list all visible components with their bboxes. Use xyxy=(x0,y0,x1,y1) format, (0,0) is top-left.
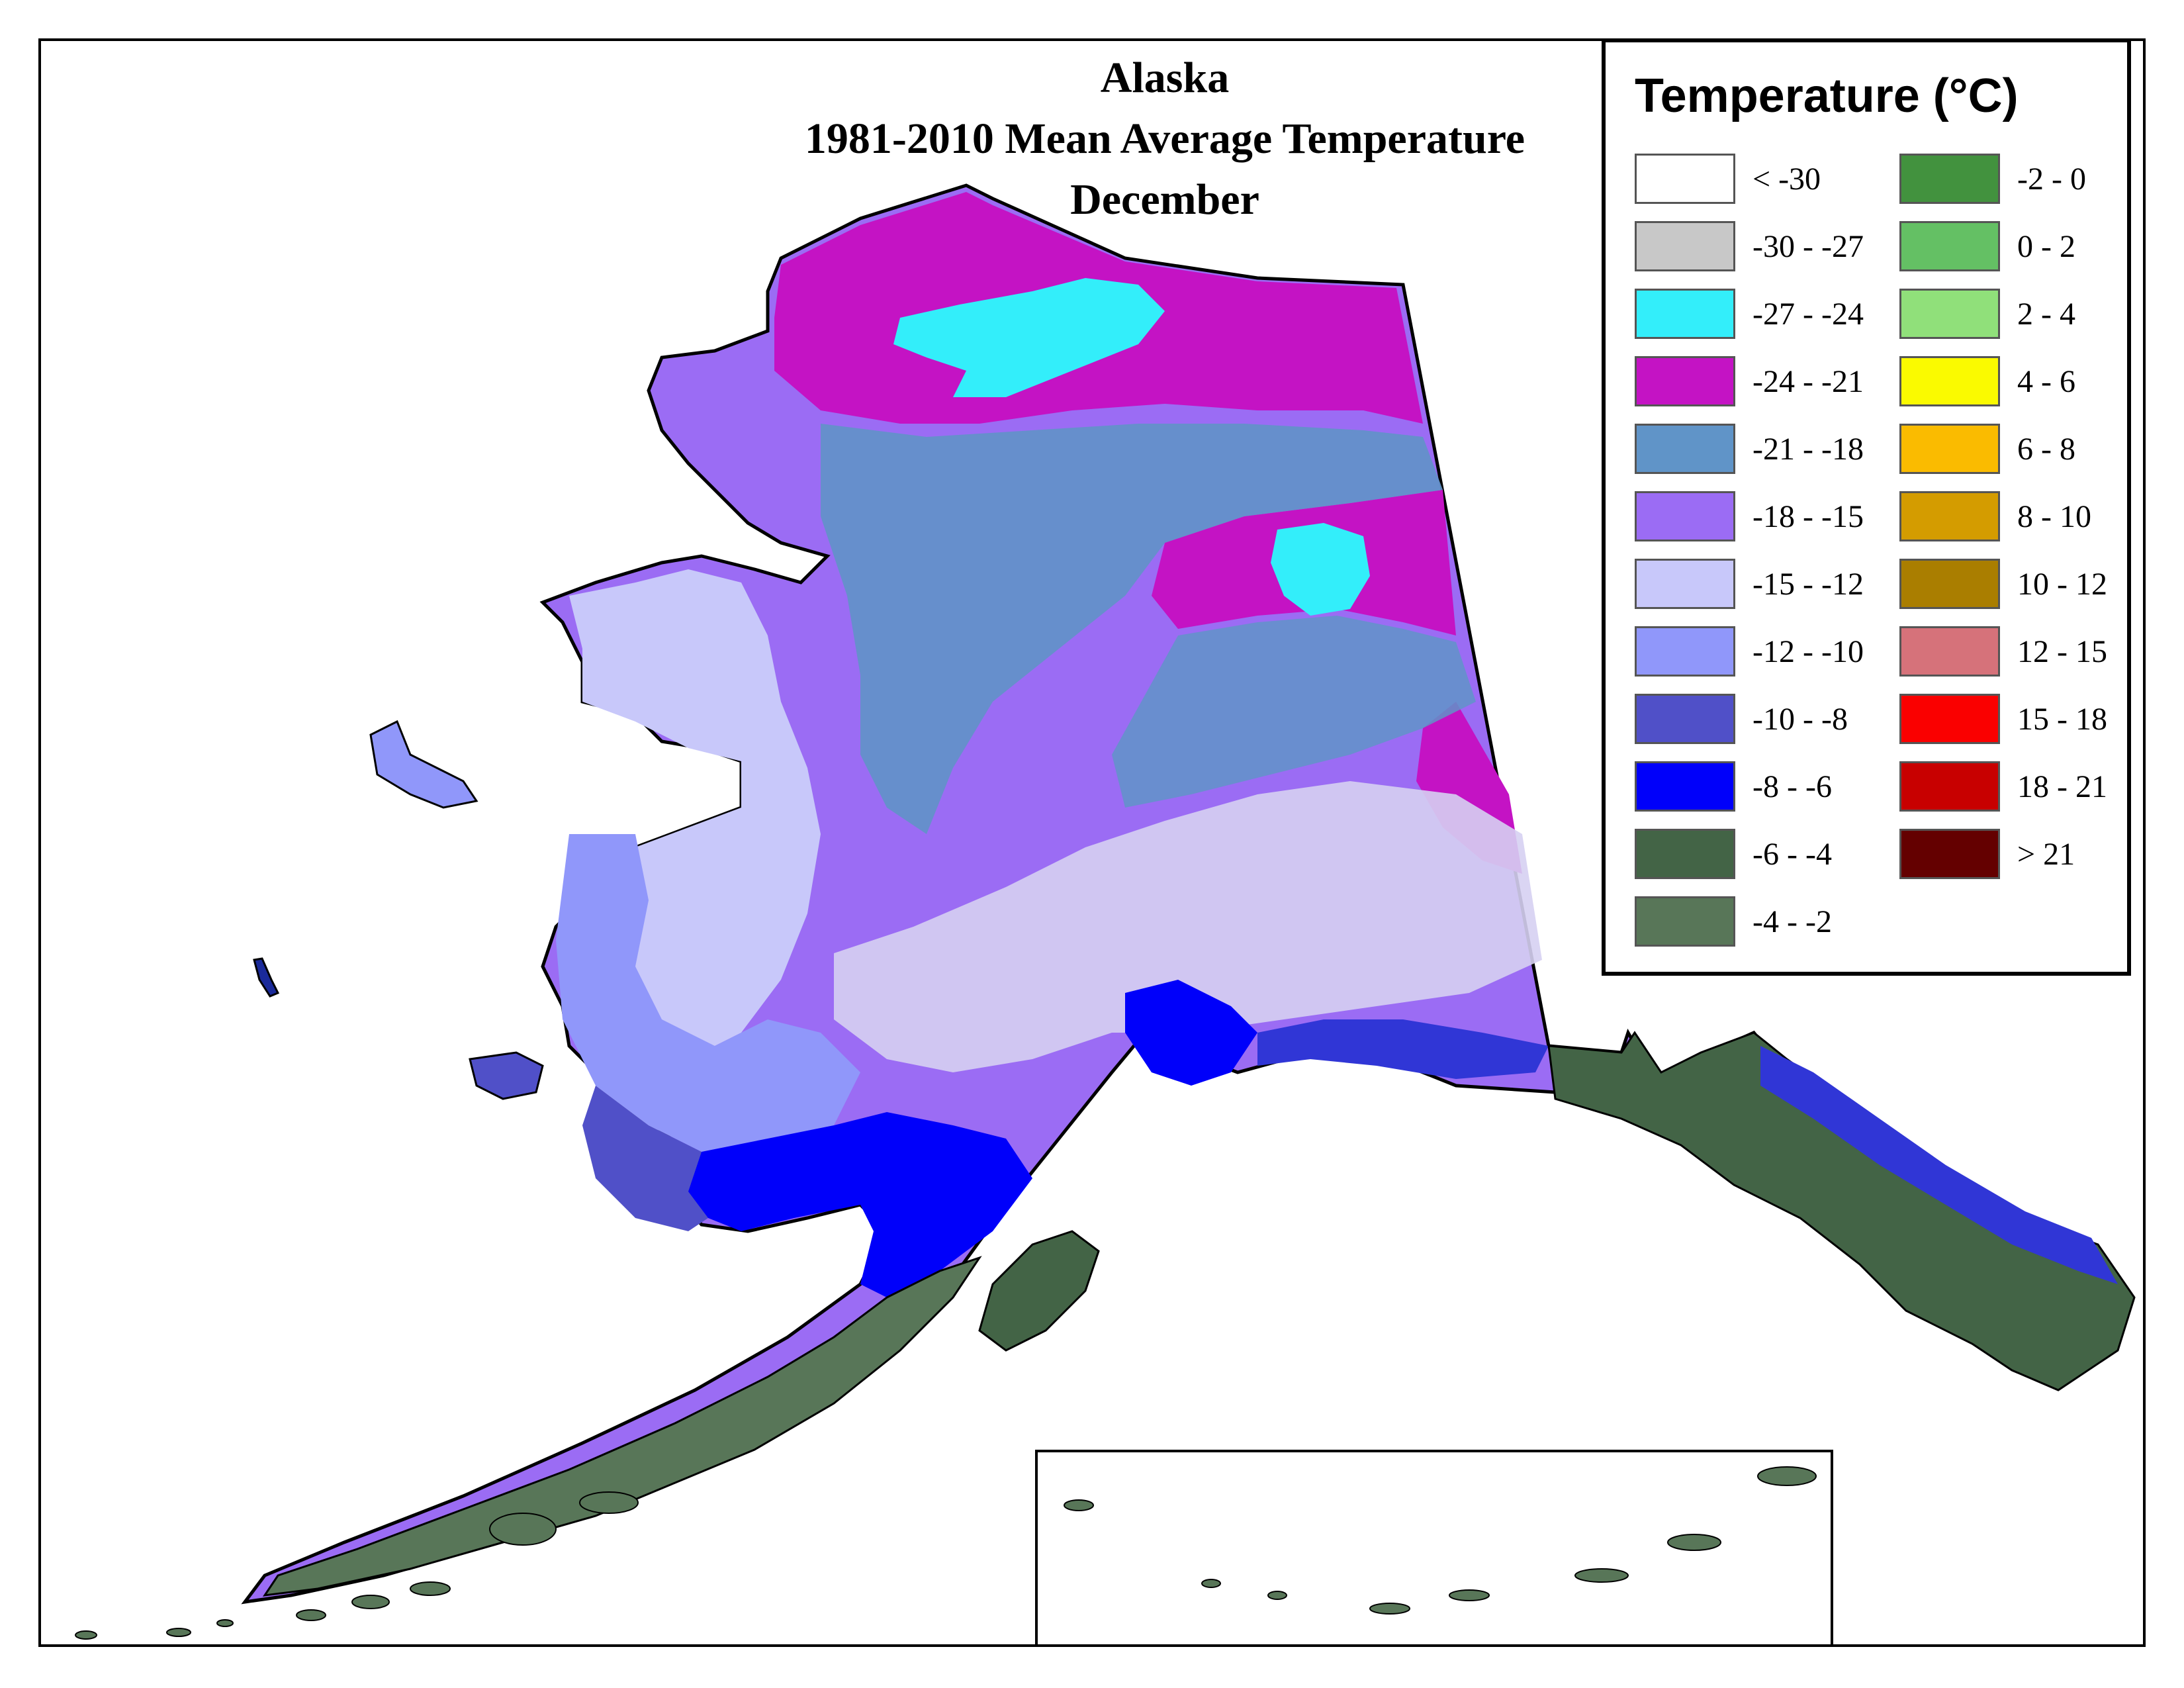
st-matthew-island xyxy=(253,957,280,998)
legend-label: > 21 xyxy=(2017,837,2075,872)
legend-swatch xyxy=(1635,356,1735,406)
legend-swatch xyxy=(1899,154,2000,204)
kenai-blue-region xyxy=(1125,980,1257,1086)
legend-swatch xyxy=(1635,424,1735,474)
nunivak-island xyxy=(469,1051,544,1100)
legend-swatch xyxy=(1899,289,2000,339)
legend-swatch xyxy=(1899,829,2000,879)
kodiak-island xyxy=(978,1230,1100,1352)
legend-label: -4 - -2 xyxy=(1752,904,1832,939)
legend-label: < -30 xyxy=(1752,162,1821,197)
legend-label: 0 - 2 xyxy=(2017,229,2075,264)
st-lawrence-island xyxy=(369,720,478,809)
legend-swatch xyxy=(1635,896,1735,947)
panhandle-blue-ridge xyxy=(1760,1046,2118,1284)
east-steel-region xyxy=(1112,616,1476,808)
legend-swatch xyxy=(1635,289,1735,339)
legend-swatch xyxy=(1635,694,1735,744)
legend-title: Temperature (°C) xyxy=(1635,70,2019,122)
legend-label: -2 - 0 xyxy=(2017,162,2086,197)
legend-swatch xyxy=(1899,559,2000,609)
alaska-range-region xyxy=(834,781,1542,1072)
legend-label: 15 - 18 xyxy=(2017,702,2107,737)
legend-label: -24 - -21 xyxy=(1752,364,1864,399)
legend-swatch xyxy=(1635,221,1735,271)
title-line-region: Alaska xyxy=(1100,54,1230,102)
north-cold-patch xyxy=(893,278,1165,397)
legend-swatch xyxy=(1635,559,1735,609)
legend-label: -27 - -24 xyxy=(1752,297,1864,332)
inset-islands xyxy=(1064,1466,1817,1615)
legend-label: 10 - 12 xyxy=(2017,567,2107,602)
legend-label: 6 - 8 xyxy=(2017,432,2075,467)
legend-label: -18 - -15 xyxy=(1752,499,1864,534)
legend-label: -15 - -12 xyxy=(1752,567,1864,602)
legend-swatch xyxy=(1635,626,1735,677)
aleutian-inset-frame xyxy=(1035,1450,1833,1647)
legend-swatch xyxy=(1899,424,2000,474)
legend-swatch xyxy=(1899,694,2000,744)
bristol-bay-region xyxy=(688,1112,1032,1297)
legend-label: -8 - -6 xyxy=(1752,769,1832,804)
southeast-panhandle xyxy=(1547,1031,2136,1391)
alaska-peninsula xyxy=(262,1256,982,1597)
map-title: Alaska 1981-2010 Mean Average Temperatur… xyxy=(635,48,1694,230)
legend-label: 12 - 15 xyxy=(2017,634,2107,669)
legend-label: -30 - -27 xyxy=(1752,229,1864,264)
title-line-month: December xyxy=(1070,175,1259,224)
legend-swatch xyxy=(1635,154,1735,204)
south-coast-blue xyxy=(1257,1019,1549,1079)
legend-swatch xyxy=(1635,761,1735,812)
legend-label: -21 - -18 xyxy=(1752,432,1864,467)
title-line-description: 1981-2010 Mean Average Temperature xyxy=(804,115,1525,163)
legend-label: 4 - 6 xyxy=(2017,364,2075,399)
legend-swatch xyxy=(1899,356,2000,406)
legend-label: -12 - -10 xyxy=(1752,634,1864,669)
aleutian-islands xyxy=(75,1491,639,1640)
legend: Temperature (°C) < -30 -30 - -27 -27 - -24… xyxy=(1602,38,2131,976)
southwest-periwinkle-region xyxy=(556,834,860,1152)
legend-swatch xyxy=(1635,491,1735,541)
interior-steel-region xyxy=(821,424,1443,834)
legend-label: -6 - -4 xyxy=(1752,837,1832,872)
legend-label: -10 - -8 xyxy=(1752,702,1848,737)
legend-label: 8 - 10 xyxy=(2017,499,2091,534)
legend-label: 18 - 21 xyxy=(2017,769,2107,804)
legend-swatch xyxy=(1899,491,2000,541)
legend-swatch xyxy=(1635,829,1735,879)
legend-swatch xyxy=(1899,626,2000,677)
interior-cold-patch xyxy=(1271,523,1370,616)
legend-label: 2 - 4 xyxy=(2017,297,2075,332)
legend-swatch xyxy=(1899,761,2000,812)
legend-swatch xyxy=(1899,221,2000,271)
